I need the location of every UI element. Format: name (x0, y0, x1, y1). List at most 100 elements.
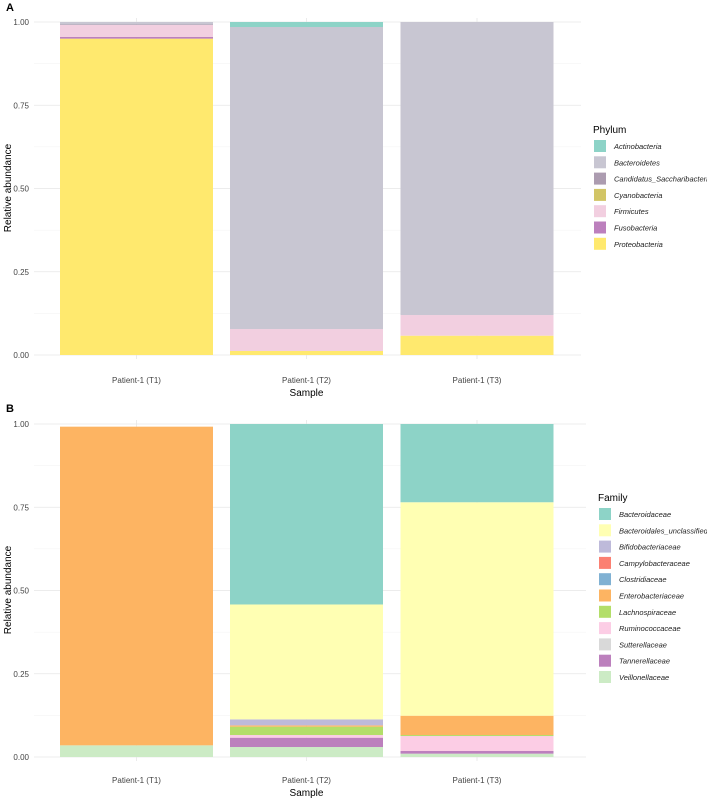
panel-a-y-axis-title: Relative abundance (3, 143, 14, 232)
panel-a-legend-label-actinobacteria: Actinobacteria (613, 142, 662, 151)
panel-a-legend-swatch-firmicutes (594, 205, 606, 218)
panel-b-ytick-0: 0.00 (13, 753, 29, 762)
panel-b-legend: Family Bacteroidaceae Bacteroidales_uncla… (598, 493, 707, 683)
panel-a-legend-swatch-bacteroidetes (594, 156, 606, 169)
panel-b-legend-swatch-bacteroidales-unclassified (599, 524, 611, 537)
panel-b-bar-2-lachnospiraceae (400, 735, 554, 737)
panel-a-xtick-2: Patient-1 (T3) (453, 376, 502, 385)
panel-b-legend-label-lachnospiraceae: Lachnospiraceae (619, 608, 676, 617)
panel-b-bar-1-enterobacteriaceae (230, 725, 383, 727)
panel-b-bar-2-bacteroidaceae (400, 424, 554, 503)
panel-b-bar-1-veillonellaceae (230, 747, 383, 757)
panel-b-legend-label-bacteroidaceae: Bacteroidaceae (619, 510, 671, 519)
panel-a-xtick-0: Patient-1 (T1) (112, 376, 161, 385)
panel-a-bar-0-bacteroidetes (60, 22, 213, 25)
panel-a-legend-swatch-candidatus-saccharibacteria (594, 172, 606, 185)
panel-a-legend-label-firmicutes: Firmicutes (614, 207, 649, 216)
panel-a-bar-0-candidatus-saccharibacteria (60, 24, 213, 25)
panel-a-xtick-1: Patient-1 (T2) (282, 376, 331, 385)
panel-b-legend-label-sutterellaceae: Sutterellaceae (619, 640, 667, 649)
panel-b-legend-label-bacteroidales-unclassified: Bacteroidales_unclassified (619, 526, 707, 535)
panel-b-legend-swatch-tannerellaceae (599, 654, 611, 667)
panel-a-bar-0-firmicutes (60, 24, 213, 37)
panel-b-bar-2-tannerellaceae (400, 751, 554, 754)
panel-b-bar-1-lachnospiraceae (230, 726, 383, 736)
panel-b-bar-1-tannerellaceae (230, 737, 383, 748)
panel-b-bars (60, 424, 554, 757)
panel-b-legend-label-campylobacteraceae: Campylobacteraceae (619, 559, 690, 568)
panel-b-bar-0-enterobacteriaceae (60, 426, 213, 746)
panel-a-legend-swatch-fusobacteria (594, 221, 606, 234)
panel-a-x-ticks: Patient-1 (T1) Patient-1 (T2) Patient-1 … (112, 376, 502, 385)
panel-a-legend-label-cyanobacteria: Cyanobacteria (614, 191, 662, 200)
panel-b-x-axis-title: Sample (290, 788, 324, 799)
panel-b-xtick-1: Patient-1 (T2) (282, 776, 331, 785)
panel-a-bar-2-proteobacteria (400, 335, 554, 355)
panel-a-legend-label-bacteroidetes: Bacteroidetes (614, 158, 660, 167)
panel-a-ytick-1: 0.25 (13, 268, 29, 277)
panel-b-legend-label-tannerellaceae: Tannerellaceae (619, 657, 670, 666)
panel-b-legend-swatch-lachnospiraceae (599, 605, 611, 618)
panel-a-bar-1-bacteroidetes (230, 26, 383, 330)
panel-a-ytick-4: 1.00 (13, 18, 29, 27)
panel-b-legend-swatch-campylobacteraceae (599, 556, 611, 569)
panel-a-bar-0-fusobacteria (60, 36, 213, 39)
panel-b-legend-title: Family (598, 493, 627, 504)
panel-a-legend-title: Phylum (593, 125, 626, 136)
panel-a-legend-label-candidatus-saccharibacteria: Candidatus_Saccharibacteria (614, 175, 707, 184)
panel-b-ytick-3: 0.75 (13, 503, 29, 512)
panel-a-bars (60, 22, 554, 356)
panel-b-label: B (6, 403, 14, 415)
panel-a-bar-0-proteobacteria (60, 38, 213, 356)
panel-a-ytick-3: 0.75 (13, 101, 29, 110)
panel-a-x-axis-title: Sample (290, 388, 324, 399)
panel-b-ytick-4: 1.00 (13, 420, 29, 429)
panel-b-xtick-0: Patient-1 (T1) (112, 776, 161, 785)
panel-b-bar-2-enterobacteriaceae (400, 715, 554, 736)
panel-b: B 0.00 0.25 0.50 0.75 1.00 Patient-1 (T1… (3, 403, 707, 799)
panel-b-legend-label-clostridiaceae: Clostridiaceae (619, 575, 667, 584)
panel-b-legend-swatch-bifidobacteriaceae (599, 540, 611, 553)
panel-b-bar-2-veillonellaceae (400, 753, 554, 757)
panel-a-bar-1-actinobacteria (230, 22, 383, 27)
panel-b-legend-label-veillonellaceae: Veillonellaceae (619, 673, 669, 682)
panel-b-xtick-2: Patient-1 (T3) (453, 776, 502, 785)
panel-b-y-ticks: 0.00 0.25 0.50 0.75 1.00 (13, 420, 29, 762)
panel-a: A 0.00 0.25 0.50 0.75 1.00 Patient-1 (T1… (3, 2, 707, 399)
panel-b-bar-1-ruminococcaceae (230, 735, 383, 738)
panel-b-x-ticks: Patient-1 (T1) Patient-1 (T2) Patient-1 … (112, 776, 502, 785)
panel-b-ytick-2: 0.50 (13, 587, 29, 596)
panel-b-legend-swatch-bacteroidaceae (599, 508, 611, 520)
panel-a-bar-2-firmicutes (400, 315, 554, 336)
panel-b-bar-1-bacteroidaceae (230, 424, 383, 605)
panel-b-bar-1-bifidobacteriaceae (230, 719, 383, 726)
panel-a-label: A (6, 2, 14, 14)
panel-a-legend-label-proteobacteria: Proteobacteria (614, 240, 663, 249)
panel-a-ytick-2: 0.50 (13, 185, 29, 194)
panel-a-legend-label-fusobacteria: Fusobacteria (614, 224, 657, 233)
panel-b-bar-1-bacteroidales-unclassified (230, 604, 383, 720)
panel-b-legend-swatch-clostridiaceae (599, 573, 611, 586)
panel-b-ytick-1: 0.25 (13, 670, 29, 679)
panel-a-bar-1-firmicutes (230, 329, 383, 352)
panel-b-y-axis-title: Relative abundance (3, 545, 14, 634)
panel-b-bar-2-bacteroidales-unclassified (400, 502, 554, 716)
panel-b-legend-swatch-sutterellaceae (599, 638, 611, 651)
panel-b-legend-swatch-enterobacteriaceae (599, 589, 611, 602)
panel-b-bar-2-ruminococcaceae (400, 736, 554, 752)
panel-b-legend-swatch-ruminococcaceae (599, 622, 611, 635)
panel-a-bar-2-bacteroidetes (400, 22, 554, 316)
panel-b-bar-0-veillonellaceae (60, 745, 213, 757)
panel-a-legend-swatch-cyanobacteria (594, 188, 606, 201)
panel-b-legend-label-enterobacteriaceae: Enterobacteriaceae (619, 592, 684, 601)
panel-a-legend-swatch-actinobacteria (594, 140, 606, 152)
panel-a-legend: Phylum Actinobacteria Bacteroidetes Candid… (593, 125, 707, 250)
panel-b-legend-label-ruminococcaceae: Ruminococcaceae (619, 624, 681, 633)
panel-a-y-ticks: 0.00 0.25 0.50 0.75 1.00 (13, 18, 29, 360)
panel-b-legend-swatch-veillonellaceae (599, 671, 611, 683)
panel-a-ytick-0: 0.00 (13, 351, 29, 360)
panel-a-legend-swatch-proteobacteria (594, 237, 606, 250)
panel-a-bar-1-proteobacteria (230, 351, 383, 355)
panel-b-legend-label-bifidobacteriaceae: Bifidobacteriaceae (619, 543, 681, 552)
